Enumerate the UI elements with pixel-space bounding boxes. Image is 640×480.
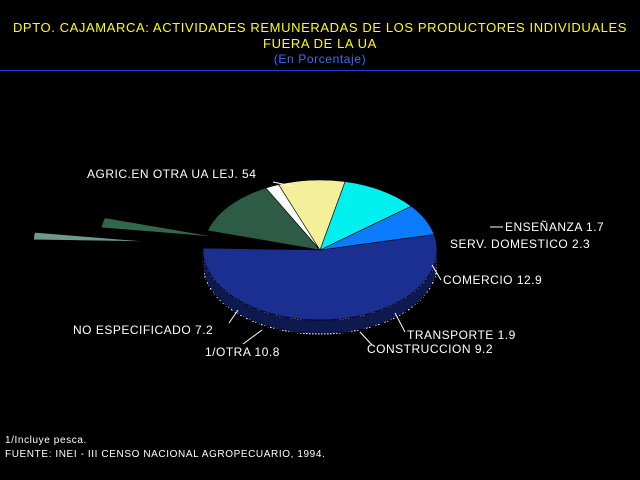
slice-label-transporte: TRANSPORTE 1.9 <box>407 328 516 342</box>
leader-line-agric-en-otra-ua-lej <box>272 181 293 187</box>
title-divider <box>0 70 640 71</box>
source-note: FUENTE: INEI - III CENSO NACIONAL AGROPE… <box>5 449 326 460</box>
chart-subtitle: (En Porcentaje) <box>273 52 367 66</box>
pie-slice-ensen-anza <box>33 232 151 243</box>
leader-line-transporte <box>394 312 406 333</box>
slice-label-comercio: COMERCIO 12.9 <box>443 273 542 287</box>
leader-line-no-especificado <box>228 309 239 324</box>
slice-label-1-otra: 1/OTRA 10.8 <box>205 345 280 359</box>
slice-label-no-especificado: NO ESPECIFICADO 7.2 <box>73 323 213 337</box>
slice-label-construccion: CONSTRUCCION 9.2 <box>367 342 493 356</box>
chart-title-block: DPTO. CAJAMARCA: ACTIVIDADES REMUNERADAS… <box>0 20 640 66</box>
slice-label-serv-domestico: SERV. DOMESTICO 2.3 <box>450 237 590 251</box>
pie-slice-comercio <box>207 187 321 251</box>
slice-label-ensen-anza: ENSEÑANZA 1.7 <box>505 220 604 234</box>
footnote: 1/Incluye pesca. <box>5 435 87 446</box>
chart-title-line-2: FUERA DE LA UA <box>263 36 377 51</box>
pie-slice-serv-domestico <box>100 217 218 238</box>
chart-title-line-1: DPTO. CAJAMARCA: ACTIVIDADES REMUNERADAS… <box>12 20 628 35</box>
pie-slice-no-especificado <box>319 205 435 251</box>
leader-line-construccion <box>359 331 373 346</box>
leader-line-comercio <box>431 264 442 281</box>
slice-label-agric-en-otra-ua-lej: AGRIC.EN OTRA UA LEJ. 54 <box>87 167 256 181</box>
leader-line-1-otra <box>242 329 263 345</box>
pie-slice-1-otra <box>319 181 412 251</box>
